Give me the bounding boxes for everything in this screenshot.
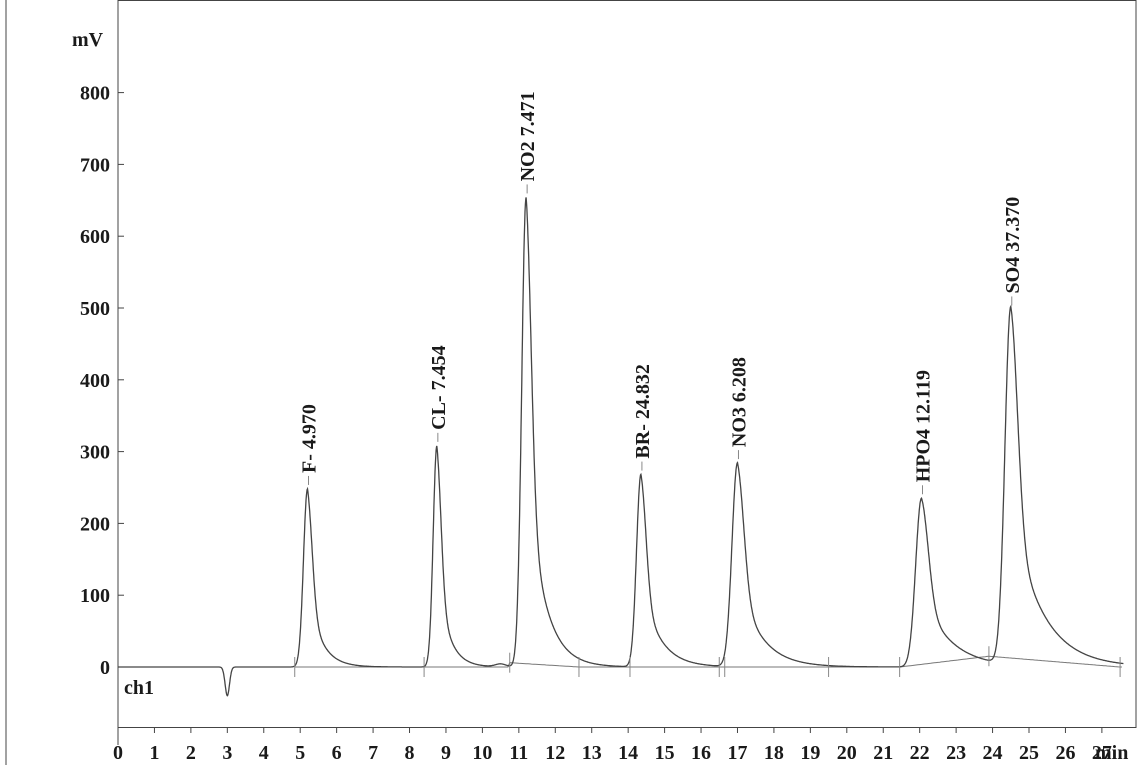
y-tick-label: 400	[80, 370, 110, 392]
y-tick-label: 700	[80, 154, 110, 176]
x-tick-label: 15	[655, 742, 675, 764]
x-tick-label: 18	[764, 742, 784, 764]
x-tick-label: 6	[332, 742, 342, 764]
peak-label: CL- 7.454	[428, 345, 450, 429]
peak-label: BR- 24.832	[632, 364, 654, 458]
y-tick-label: 200	[80, 513, 110, 535]
x-tick-label: 3	[222, 742, 232, 764]
x-tick-label: 7	[368, 742, 378, 764]
peak-label: F- 4.970	[298, 404, 320, 473]
x-tick-label: 21	[873, 742, 893, 764]
x-tick-label: 14	[618, 742, 638, 764]
y-tick-label: 600	[80, 226, 110, 248]
peak-label: SO4 37.370	[1002, 197, 1024, 294]
x-tick-label: 26	[1055, 742, 1075, 764]
signal-trace	[118, 197, 1124, 697]
peak-label: NO3 6.208	[728, 357, 750, 447]
x-tick-label: 8	[405, 742, 415, 764]
x-tick-label: 25	[1019, 742, 1039, 764]
plot-frame	[117, 0, 1137, 728]
y-unit-label: mV	[72, 29, 104, 51]
x-tick-label: 17	[727, 742, 747, 764]
x-tick-label: 16	[691, 742, 711, 764]
x-tick-label: 5	[295, 742, 305, 764]
peak-label: HPO4 12.119	[913, 370, 935, 482]
x-tick-label: 23	[946, 742, 966, 764]
x-tick-label: 24	[983, 742, 1003, 764]
y-tick-label: 300	[80, 442, 110, 464]
y-tick-label: 800	[80, 83, 110, 105]
x-tick-label: 2	[186, 742, 196, 764]
peak-label: NO2 7.471	[517, 91, 539, 181]
y-tick-label: 100	[80, 585, 110, 607]
x-unit-label: min	[1095, 742, 1128, 764]
x-tick-label: 20	[837, 742, 857, 764]
x-tick-label: 12	[545, 742, 565, 764]
x-tick-label: 13	[582, 742, 602, 764]
baseline	[294, 655, 1122, 668]
x-tick-label: 11	[509, 742, 528, 764]
x-tick-label: 22	[910, 742, 930, 764]
x-axis: 0 1 2 3 4 5 6 7 8 9 10 11 12 13 14 15 16 17 18 19 20 21 22 23 24…	[113, 727, 1112, 764]
peak-labels: F- 4.970 CL- 7.454 NO2 7.471 BR- 24.832 NO3 …	[298, 91, 1024, 495]
integration-marks	[294, 646, 1121, 677]
channel-label: ch1	[124, 677, 154, 699]
x-tick-label: 10	[472, 742, 492, 764]
x-tick-label: 9	[441, 742, 451, 764]
x-tick-label: 27	[1092, 742, 1112, 764]
x-tick-label: 19	[800, 742, 820, 764]
y-axis: 0 100 200 300 400 500 600 700 800	[80, 83, 124, 679]
x-tick-label: 0	[113, 742, 123, 764]
x-tick-label: 4	[259, 742, 269, 764]
y-tick-label: 0	[100, 657, 110, 679]
x-tick-label: 1	[149, 742, 159, 764]
y-tick-label: 500	[80, 298, 110, 320]
